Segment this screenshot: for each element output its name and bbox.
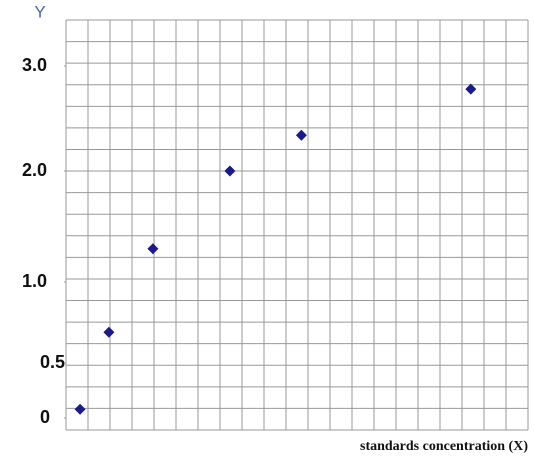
y-axis-label: Y [34, 2, 45, 21]
data-point [295, 129, 307, 141]
data-point [465, 83, 477, 95]
y-tick-label: 0 [40, 407, 50, 427]
y-tick-label: 2.0 [22, 160, 47, 180]
y-tick-label: 3.0 [22, 55, 47, 75]
data-point [224, 165, 236, 177]
data-point [147, 243, 159, 255]
y-tick-label: 0.5 [40, 352, 65, 372]
data-point [103, 326, 115, 338]
x-axis-label: standards concentration (X) [360, 439, 528, 454]
data-point [74, 403, 86, 415]
y-tick-label: 1.0 [22, 271, 47, 291]
